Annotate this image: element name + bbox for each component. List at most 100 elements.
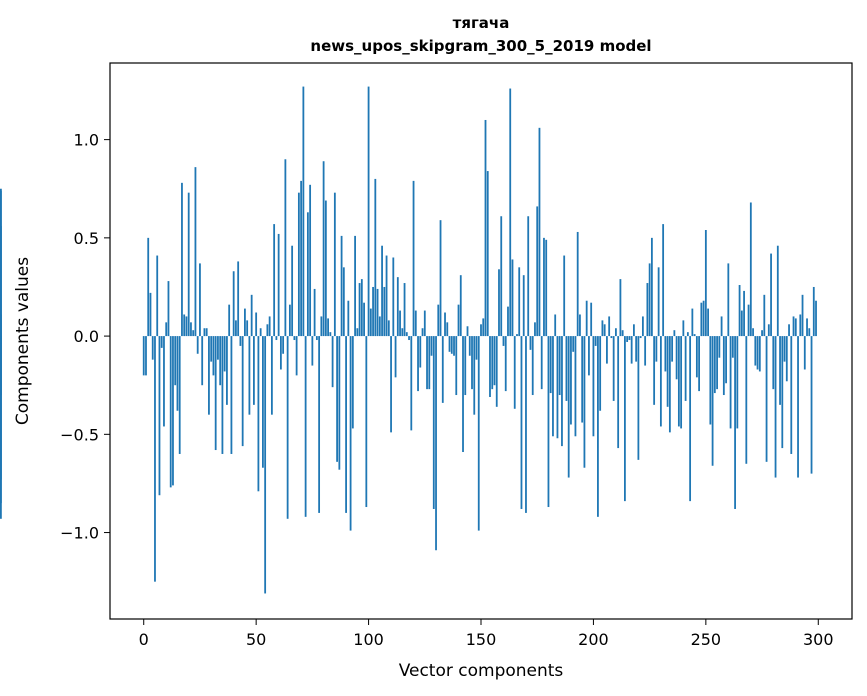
bar xyxy=(356,328,359,337)
bar xyxy=(594,336,597,346)
bar xyxy=(520,336,523,509)
bar xyxy=(203,328,206,337)
bar xyxy=(704,230,707,337)
bar xyxy=(160,336,163,348)
y-tick-label: −0.5 xyxy=(60,425,99,444)
bars-group xyxy=(0,86,817,594)
bar xyxy=(621,330,624,337)
bar xyxy=(264,336,267,594)
bar xyxy=(338,336,341,470)
bar xyxy=(527,216,530,337)
bar xyxy=(718,336,721,358)
bar xyxy=(691,308,694,337)
bar xyxy=(628,336,631,341)
bar xyxy=(801,294,804,337)
y-tick-label: −1.0 xyxy=(60,524,99,543)
bar xyxy=(219,336,222,386)
bar xyxy=(630,336,633,364)
bar xyxy=(790,336,793,454)
bar xyxy=(158,336,161,496)
bar xyxy=(190,322,192,337)
bar xyxy=(659,336,662,427)
bar xyxy=(774,336,777,478)
bar xyxy=(255,312,258,337)
bar xyxy=(511,259,514,337)
bar xyxy=(423,310,426,337)
bar xyxy=(637,336,640,460)
bar xyxy=(302,86,305,337)
bar xyxy=(293,336,296,341)
x-tick-label: 250 xyxy=(691,630,722,649)
bar xyxy=(318,336,321,513)
bar xyxy=(770,253,772,337)
bar xyxy=(797,336,799,478)
bar xyxy=(612,336,615,401)
bar xyxy=(221,336,224,454)
bar xyxy=(785,336,788,382)
bar xyxy=(210,336,213,362)
bar xyxy=(237,261,240,337)
x-tick-label: 0 xyxy=(139,630,149,649)
bar xyxy=(178,336,181,454)
bar xyxy=(378,316,381,337)
bar xyxy=(680,336,683,429)
bar xyxy=(468,336,471,356)
bar xyxy=(349,336,352,531)
bar xyxy=(731,336,734,358)
bar xyxy=(385,255,388,337)
bar xyxy=(259,328,262,337)
bar xyxy=(581,336,584,423)
bar xyxy=(199,263,201,337)
bar xyxy=(639,336,642,339)
bar xyxy=(693,334,696,337)
bar xyxy=(322,161,325,337)
bar xyxy=(279,336,282,370)
bar xyxy=(446,322,449,337)
bar xyxy=(558,336,561,396)
bar xyxy=(711,336,714,466)
bar xyxy=(776,245,779,337)
bar xyxy=(682,320,685,337)
bar xyxy=(408,336,410,341)
bar xyxy=(313,288,316,337)
bar xyxy=(493,336,496,386)
bar xyxy=(275,336,278,341)
bar xyxy=(306,212,309,337)
bar xyxy=(695,336,698,378)
bar xyxy=(574,336,577,437)
bar xyxy=(300,180,303,337)
bar xyxy=(579,314,581,337)
bar xyxy=(232,271,235,337)
bar xyxy=(752,328,754,337)
bar xyxy=(700,302,703,337)
bar xyxy=(763,294,766,337)
bar xyxy=(403,283,406,337)
bar xyxy=(617,336,620,449)
bar xyxy=(270,336,273,415)
bar xyxy=(779,336,781,405)
x-axis-label: Vector components xyxy=(399,661,564,681)
bar xyxy=(360,279,363,337)
bar xyxy=(311,336,314,366)
chart-subtitle: news_upos_skipgram_300_5_2019 model xyxy=(310,37,651,55)
bar xyxy=(812,286,815,337)
bar xyxy=(405,332,408,337)
bar xyxy=(376,288,379,337)
bar xyxy=(561,336,563,447)
bar xyxy=(426,336,428,390)
bar xyxy=(331,336,334,388)
bar xyxy=(738,285,741,337)
plot-frame xyxy=(109,62,853,620)
bar xyxy=(441,336,444,403)
bar xyxy=(504,336,507,392)
bar xyxy=(633,324,635,337)
bar xyxy=(374,178,377,337)
bar xyxy=(615,328,617,337)
bar xyxy=(450,336,453,354)
bar xyxy=(549,336,552,394)
bar xyxy=(662,224,665,337)
bar xyxy=(635,336,638,362)
bar xyxy=(624,336,626,502)
bar xyxy=(358,283,361,337)
bar xyxy=(572,336,575,352)
